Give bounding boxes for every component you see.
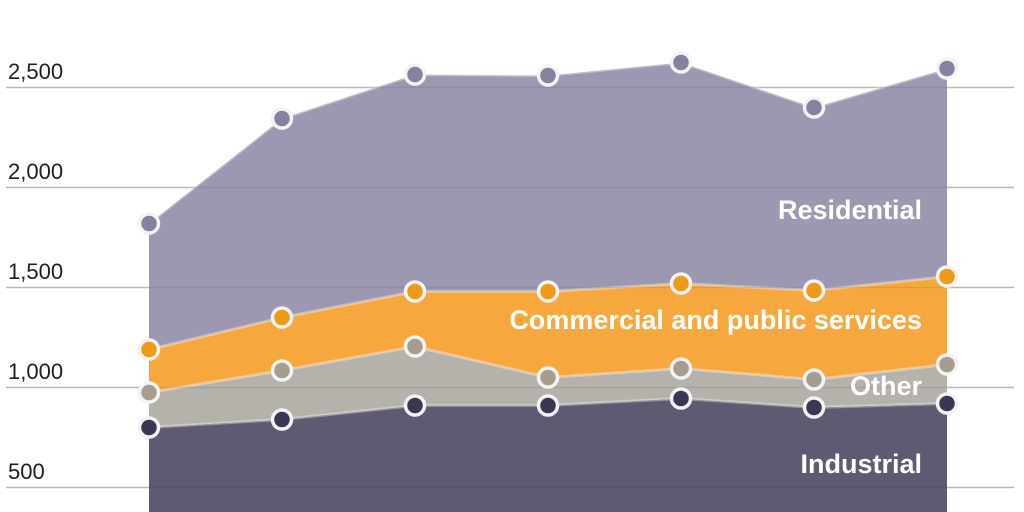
data-point-dots [137, 51, 959, 439]
dot-industrial-4 [536, 394, 560, 417]
area-industrial [149, 398, 947, 512]
dot-other-3 [403, 335, 427, 358]
label-residential: Residential [778, 195, 922, 225]
dot-residential-1 [137, 212, 161, 235]
dot-residential-6 [802, 96, 826, 119]
y-tick-1500: 1,500 [8, 259, 63, 284]
dot-industrial-6 [802, 396, 826, 419]
dot-residential-4 [536, 64, 560, 87]
dot-industrial-3 [403, 394, 427, 417]
y-tick-500: 500 [8, 459, 45, 484]
dot-commercial-and-public-services-6 [802, 279, 826, 302]
y-tick-2500: 2,500 [8, 59, 63, 84]
dot-industrial-7 [935, 392, 959, 415]
area-residential [149, 62, 947, 350]
dot-other-6 [802, 368, 826, 391]
dot-other-7 [935, 353, 959, 376]
dot-commercial-and-public-services-7 [935, 265, 959, 288]
dot-other-5 [669, 357, 693, 380]
dot-industrial-5 [669, 387, 693, 410]
dot-other-1 [137, 381, 161, 404]
dot-residential-2 [270, 107, 294, 130]
dot-other-2 [270, 359, 294, 382]
dot-other-4 [536, 366, 560, 389]
y-tick-1000: 1,000 [8, 359, 63, 384]
label-commercial-public-services: Commercial and public services [509, 305, 922, 335]
gridline-overlays [6, 86, 1014, 489]
dot-commercial-and-public-services-3 [403, 280, 427, 303]
dot-industrial-1 [137, 416, 161, 439]
label-industrial: Industrial [800, 449, 922, 479]
dot-commercial-and-public-services-2 [270, 306, 294, 329]
dot-residential-7 [935, 57, 959, 80]
dot-commercial-and-public-services-5 [669, 272, 693, 295]
dot-commercial-and-public-services-1 [137, 338, 161, 361]
y-tick-2000: 2,000 [8, 159, 63, 184]
dot-commercial-and-public-services-4 [536, 280, 560, 303]
dot-residential-3 [403, 63, 427, 86]
label-other: Other [850, 371, 923, 401]
dot-residential-5 [669, 51, 693, 74]
area-fills [149, 62, 947, 512]
area-commercial-and-public-services [149, 276, 947, 393]
dot-industrial-2 [270, 408, 294, 431]
